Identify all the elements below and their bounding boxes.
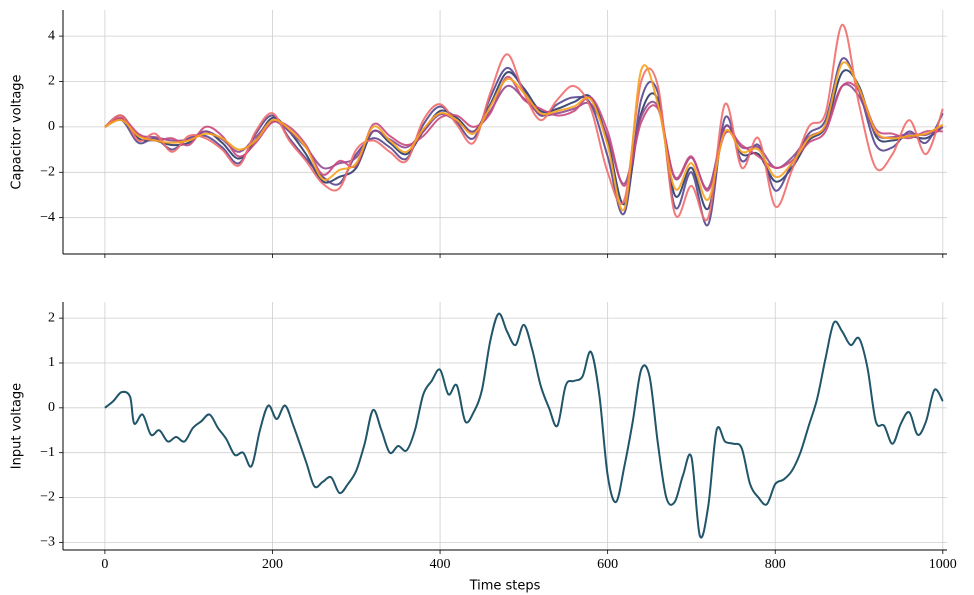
- y-axis-label: Input voltage: [10, 383, 25, 469]
- y-tick-label: −2: [40, 165, 55, 180]
- line-series: [104, 23, 944, 222]
- x-tick-label: 0: [101, 557, 108, 572]
- y-tick-label: 0: [48, 400, 55, 415]
- x-tick-label: 400: [430, 557, 451, 572]
- y-tick-label: 0: [48, 119, 55, 134]
- y-tick-label: −1: [40, 445, 55, 460]
- line-series: [104, 61, 944, 212]
- y-tick-label: 2: [48, 310, 55, 325]
- y-tick-label: 2: [48, 74, 55, 89]
- line-series: [104, 312, 944, 539]
- x-tick-label: 800: [765, 557, 786, 572]
- y-axis-label: Capacitor voltage: [10, 74, 25, 189]
- y-tick-label: 1: [48, 355, 55, 370]
- y-tick-label: −3: [40, 535, 55, 550]
- y-tick-label: 4: [48, 28, 55, 43]
- x-tick-label: 1000: [929, 557, 957, 572]
- y-tick-label: −2: [40, 490, 55, 505]
- line-series: [104, 57, 944, 227]
- y-tick-label: −4: [40, 210, 55, 225]
- x-tick-label: 600: [597, 557, 618, 572]
- x-axis-label: Time steps: [469, 579, 541, 594]
- x-tick-label: 200: [262, 557, 283, 572]
